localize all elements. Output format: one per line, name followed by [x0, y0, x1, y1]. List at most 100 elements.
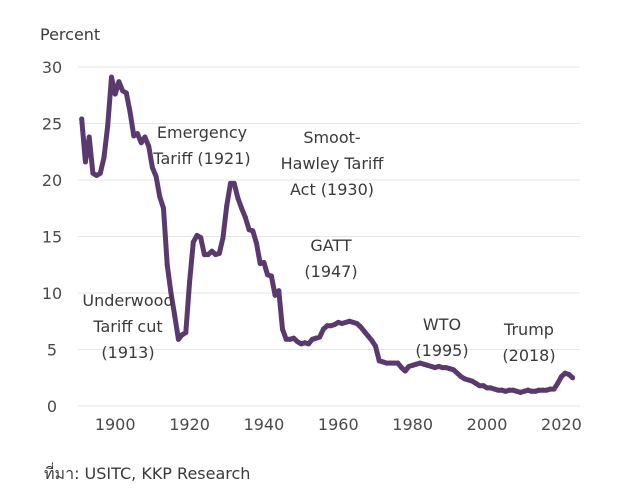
data-point-1904 — [127, 109, 133, 115]
x-tick-label: 2020 — [541, 415, 582, 434]
data-point-1901 — [116, 79, 122, 85]
data-point-1996 — [469, 378, 475, 384]
annotation-underwood: Underwood Tariff cut (1913) — [82, 291, 173, 362]
source-note: ที่มา: USITC, KKP Research — [44, 464, 251, 483]
data-point-1922 — [194, 232, 200, 238]
data-point-1957 — [324, 323, 330, 329]
data-point-1916 — [172, 313, 178, 319]
data-point-1942 — [268, 273, 274, 279]
data-point-1905 — [131, 133, 137, 139]
data-point-1976 — [395, 360, 401, 366]
y-tick-label: 15 — [42, 228, 62, 247]
data-point-1895 — [94, 172, 100, 178]
data-point-1965 — [354, 321, 360, 327]
data-point-1956 — [320, 326, 326, 332]
data-point-2014 — [536, 387, 542, 393]
data-point-1900 — [112, 91, 118, 97]
annotation-line: Trump — [503, 320, 554, 339]
annotation-line: (1995) — [415, 341, 468, 360]
annotation-line: Tariff (1921) — [152, 149, 250, 168]
data-point-2020 — [558, 374, 564, 380]
data-point-1948 — [291, 335, 297, 341]
data-point-1978 — [402, 368, 408, 374]
data-point-1977 — [399, 365, 405, 371]
data-point-1998 — [477, 383, 483, 389]
gridlines — [78, 66, 580, 407]
x-tick-label: 1940 — [244, 415, 285, 434]
data-point-1925 — [205, 252, 211, 258]
data-point-1917 — [175, 336, 181, 342]
x-tick-label: 2000 — [467, 415, 508, 434]
annotation-gatt: GATT (1947) — [304, 236, 357, 281]
data-point-1932 — [231, 180, 237, 186]
data-point-1902 — [120, 88, 126, 94]
data-point-2019 — [555, 380, 561, 386]
data-point-2023 — [570, 375, 576, 381]
data-point-1921 — [190, 239, 196, 245]
data-point-1952 — [306, 341, 312, 347]
data-point-1912 — [157, 194, 163, 200]
data-point-1918 — [179, 332, 185, 338]
data-point-1907 — [138, 140, 144, 146]
annotations: Underwood Tariff cut (1913) Emergency Tariff… — [82, 123, 555, 365]
data-point-2003 — [495, 387, 501, 393]
data-point-1910 — [149, 165, 155, 171]
data-point-1934 — [239, 205, 245, 211]
data-point-1915 — [168, 290, 174, 296]
y-ticks: 0 5 10 15 20 25 30 — [42, 58, 62, 416]
data-point-2000 — [484, 385, 490, 391]
data-point-1937 — [250, 228, 256, 234]
data-point-1908 — [142, 134, 148, 140]
x-tick-label: 1960 — [318, 415, 359, 434]
data-point-1911 — [153, 174, 159, 180]
data-point-1943 — [272, 292, 278, 298]
data-point-1899 — [108, 74, 114, 80]
y-tick-label: 0 — [47, 397, 57, 416]
data-point-1975 — [391, 360, 397, 366]
y-axis-label: Percent — [40, 25, 100, 44]
annotation-line: Emergency — [157, 123, 247, 142]
annotation-line: Tariff cut — [92, 317, 162, 336]
data-point-1966 — [358, 324, 364, 330]
data-point-1920 — [187, 279, 193, 285]
data-point-2018 — [551, 386, 557, 392]
data-point-1955 — [317, 334, 323, 340]
data-point-1970 — [372, 343, 378, 349]
data-points — [79, 74, 576, 395]
data-point-1967 — [361, 328, 367, 334]
data-point-1930 — [224, 203, 230, 209]
data-point-1991 — [451, 367, 457, 373]
data-point-1935 — [242, 214, 248, 220]
annotation-line: Hawley Tariff — [281, 154, 385, 173]
data-point-1969 — [369, 337, 375, 343]
data-point-2012 — [529, 388, 535, 394]
data-point-2006 — [506, 387, 512, 393]
data-point-1931 — [227, 180, 233, 186]
data-point-1909 — [146, 143, 152, 149]
annotation-line: (1947) — [304, 262, 357, 281]
annotation-line: (1913) — [101, 343, 154, 362]
annotation-line: Smoot- — [303, 128, 360, 147]
y-tick-label: 5 — [47, 341, 57, 360]
data-point-1959 — [332, 322, 338, 328]
annotation-line: GATT — [310, 236, 352, 255]
data-point-2017 — [547, 386, 553, 392]
data-point-1926 — [209, 248, 215, 254]
data-point-1933 — [235, 195, 241, 201]
data-point-1896 — [97, 170, 103, 176]
annotation-smoot: Smoot- Hawley Tariff Act (1930) — [281, 128, 385, 199]
x-tick-label: 1920 — [169, 415, 210, 434]
data-point-1938 — [253, 240, 259, 246]
data-point-1919 — [183, 330, 189, 336]
y-tick-label: 20 — [42, 171, 62, 190]
data-point-1892 — [82, 159, 88, 165]
data-point-1928 — [216, 250, 222, 256]
data-point-1992 — [454, 370, 460, 376]
data-point-2022 — [566, 371, 572, 377]
x-tick-label: 1980 — [392, 415, 433, 434]
y-tick-label: 10 — [42, 284, 62, 303]
data-point-1893 — [86, 134, 92, 140]
data-point-1924 — [201, 252, 207, 258]
annotation-line: Act (1930) — [290, 180, 374, 199]
